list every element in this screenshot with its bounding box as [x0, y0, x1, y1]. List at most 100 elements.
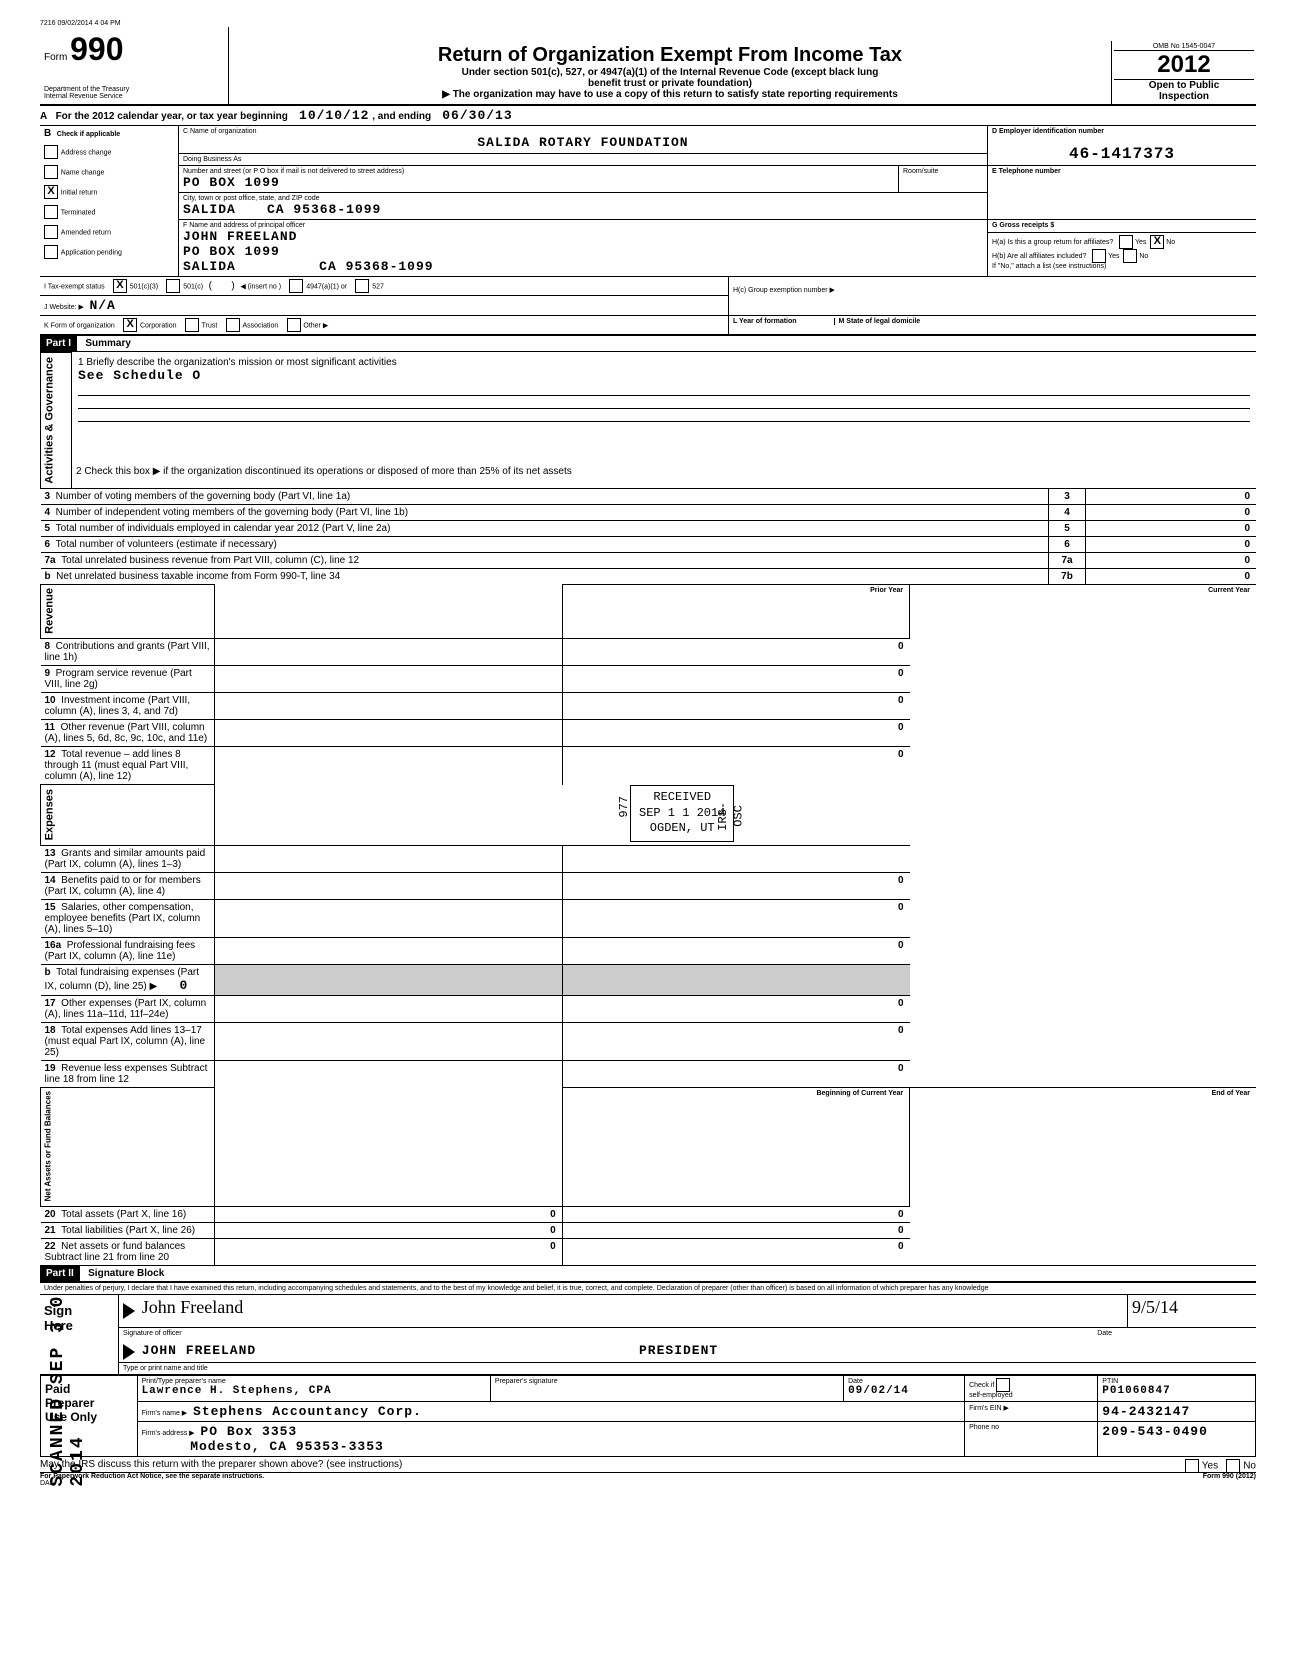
boxb-label-3: Terminated	[61, 210, 96, 217]
org-name: SALIDA ROTARY FOUNDATION	[183, 135, 983, 150]
officer-name: JOHN FREELAND	[183, 229, 983, 244]
website: N/A	[89, 298, 115, 313]
ptin: P01060847	[1102, 1385, 1170, 1397]
paid-preparer-table: Paid Preparer Use Only Print/Type prepar…	[40, 1375, 1256, 1457]
hb-label: H(b) Are all affiliates included?	[992, 253, 1086, 260]
exp-18-curr: 0	[562, 1022, 909, 1060]
ptin-label: PTIN	[1102, 1378, 1118, 1385]
net-20-begin: 0	[215, 1207, 562, 1223]
rev-11-curr: 0	[562, 720, 909, 747]
discuss-no[interactable]	[1226, 1459, 1240, 1473]
part-i-header: Part I	[40, 336, 77, 351]
begin-year-header: Beginning of Current Year	[562, 1087, 909, 1206]
k-corp[interactable]: X	[123, 318, 137, 332]
prep-name-label: Print/Type preparer's name	[142, 1378, 226, 1385]
exp-16a-prior	[215, 937, 562, 964]
hb-no[interactable]	[1123, 249, 1137, 263]
rev-12-curr: 0	[562, 747, 909, 785]
net-20-end: 0	[562, 1207, 909, 1223]
k-assoc[interactable]	[226, 318, 240, 332]
rev-12-prior	[215, 747, 562, 785]
row-6-val: 0	[1086, 536, 1257, 552]
i-501c3[interactable]: X	[113, 279, 127, 293]
rev-8-prior	[215, 639, 562, 666]
rev-10-prior	[215, 693, 562, 720]
row-4-num: 4	[1049, 504, 1086, 520]
room-label: Room/suite	[903, 168, 938, 175]
part-ii-title: Signature Block	[88, 1268, 164, 1279]
ha-label: H(a) Is this a group return for affiliat…	[992, 239, 1113, 246]
prep-sig-label: Preparer's signature	[495, 1378, 558, 1385]
exp-19-curr: 0	[562, 1060, 909, 1087]
arrow-icon-2	[123, 1344, 135, 1360]
q1-val: See Schedule O	[78, 368, 1250, 383]
k-label: K Form of organization	[44, 323, 115, 330]
exp-16a-curr: 0	[562, 937, 909, 964]
daa: DAA	[40, 1480, 1256, 1487]
ha-no[interactable]: X	[1150, 235, 1164, 249]
end-year-header: End of Year	[910, 1087, 1256, 1206]
year-begin: 10/10/12	[299, 108, 369, 123]
signature: John Freeland	[142, 1297, 243, 1317]
line-a: A For the 2012 calendar year, or tax yea…	[40, 106, 1256, 126]
hb-note: If "No," attach a list (see instructions…	[992, 263, 1252, 270]
k-other[interactable]	[287, 318, 301, 332]
ha-yes[interactable]	[1119, 235, 1133, 249]
subtitle1: Under section 501(c), 527, or 4947(a)(1)…	[237, 67, 1103, 78]
row-7a-val: 0	[1086, 552, 1257, 568]
hb-yes[interactable]	[1092, 249, 1106, 263]
g-label: G Gross receipts $	[992, 222, 1054, 229]
exp-15-curr: 0	[562, 899, 909, 937]
street-label: Number and street (or P O box if mail is…	[183, 168, 404, 175]
row-6-num: 6	[1049, 536, 1086, 552]
d-label: D Employer identification number	[992, 128, 1252, 135]
form-number: 990	[70, 31, 123, 67]
i-4947[interactable]	[289, 279, 303, 293]
row-5-num: 5	[1049, 520, 1086, 536]
part-i-table: Activities & Governance 1 Briefly descri…	[40, 352, 1256, 584]
city: SALIDA	[183, 202, 236, 217]
header-info-table: B Check if applicable Address change Nam…	[40, 126, 1256, 277]
open-public2: Inspection	[1114, 91, 1254, 102]
form-title: Return of Organization Exempt From Incom…	[237, 44, 1103, 67]
side-revenue: Revenue	[41, 584, 215, 639]
q2: 2 Check this box ▶ if the organization d…	[72, 464, 1257, 488]
officer-city: SALIDA	[183, 259, 236, 274]
subtitle3: ▶ The organization may have to use a cop…	[237, 89, 1103, 100]
row-4-val: 0	[1086, 504, 1257, 520]
self-emp-check[interactable]	[996, 1378, 1010, 1392]
street: PO BOX 1099	[183, 175, 280, 190]
row-3-val: 0	[1086, 488, 1257, 504]
prep-date: 09/02/14	[848, 1385, 909, 1397]
rev-10-curr: 0	[562, 693, 909, 720]
m-label: M State of legal domicile	[834, 318, 921, 325]
exp-17-curr: 0	[562, 995, 909, 1022]
i-501c[interactable]	[166, 279, 180, 293]
check-if: Check if	[969, 1381, 994, 1388]
firm-addr-label: Firm's address ▶	[142, 1430, 195, 1437]
prep-date-label: Date	[848, 1378, 863, 1385]
i-label: I Tax-exempt status	[44, 284, 105, 291]
officer-title: PRESIDENT	[639, 1343, 718, 1358]
i-527[interactable]	[355, 279, 369, 293]
boxb-check-2[interactable]: X	[44, 185, 58, 199]
boxb-check-4[interactable]	[44, 225, 58, 239]
boxb-check-1[interactable]	[44, 165, 58, 179]
net-21-begin: 0	[215, 1223, 562, 1239]
scanned-stamp: SCANNED SEP 3 0 2014	[48, 1270, 88, 1487]
discuss-yes[interactable]	[1185, 1459, 1199, 1473]
officer-street: PO BOX 1099	[183, 244, 983, 259]
dept-line1: Department of the Treasury	[44, 86, 224, 93]
k-trust[interactable]	[185, 318, 199, 332]
stamp-l1: RECEIVED	[639, 790, 725, 806]
boxb-check-3[interactable]	[44, 205, 58, 219]
rev-9-curr: 0	[562, 666, 909, 693]
ein: 46-1417373	[992, 145, 1252, 163]
subtitle2: benefit trust or private foundation)	[237, 78, 1103, 89]
boxb-check-5[interactable]	[44, 245, 58, 259]
hc-label: H(c) Group exemption number ▶	[733, 287, 835, 294]
rev-11-prior	[215, 720, 562, 747]
exp-14-prior	[215, 872, 562, 899]
boxb-check-0[interactable]	[44, 145, 58, 159]
omb: OMB No 1545-0047	[1114, 43, 1254, 51]
